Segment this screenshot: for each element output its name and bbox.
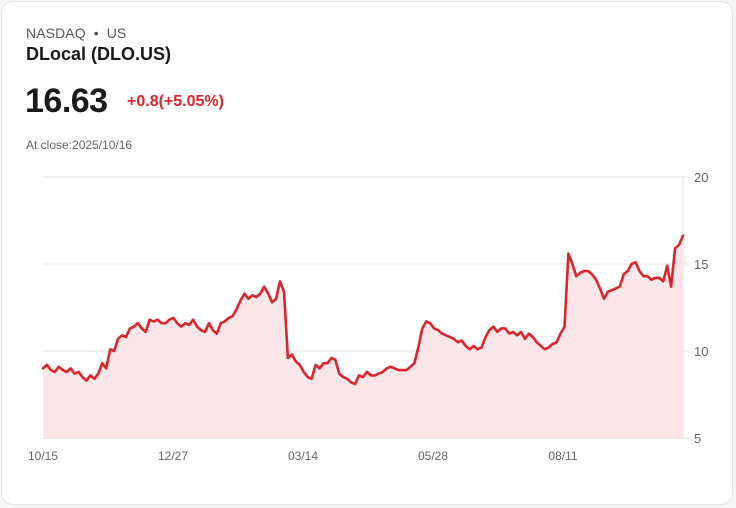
x-tick-label: 12/27 xyxy=(158,449,188,463)
x-axis-labels: 10/15 12/27 03/14 05/28 08/11 xyxy=(28,449,578,463)
exchange-line: NASDAQ • US xyxy=(26,25,126,41)
price-change: +0.8(+5.05%) xyxy=(127,93,224,110)
exchange-name: NASDAQ xyxy=(26,25,86,41)
y-tick-label: 15 xyxy=(694,257,708,272)
y-tick-label: 10 xyxy=(694,344,708,359)
x-tick-label: 03/14 xyxy=(288,449,318,463)
price-line[interactable] xyxy=(41,234,685,386)
separator-dot: • xyxy=(93,25,99,41)
x-tick-label: 08/11 xyxy=(548,449,577,463)
price-area-fill xyxy=(43,235,683,438)
current-price: 16.63 xyxy=(25,82,108,120)
close-timestamp: At close:2025/10/16 xyxy=(26,138,133,152)
y-tick-label: 20 xyxy=(694,170,708,185)
y-tick-label: 5 xyxy=(694,431,701,446)
x-tick-label: 05/28 xyxy=(418,449,448,463)
x-tick-label: 10/15 xyxy=(28,449,58,463)
market-name: US xyxy=(106,25,127,41)
y-axis-labels: 5 10 15 20 xyxy=(694,170,708,446)
stock-title: DLocal (DLO.US) xyxy=(26,44,172,64)
